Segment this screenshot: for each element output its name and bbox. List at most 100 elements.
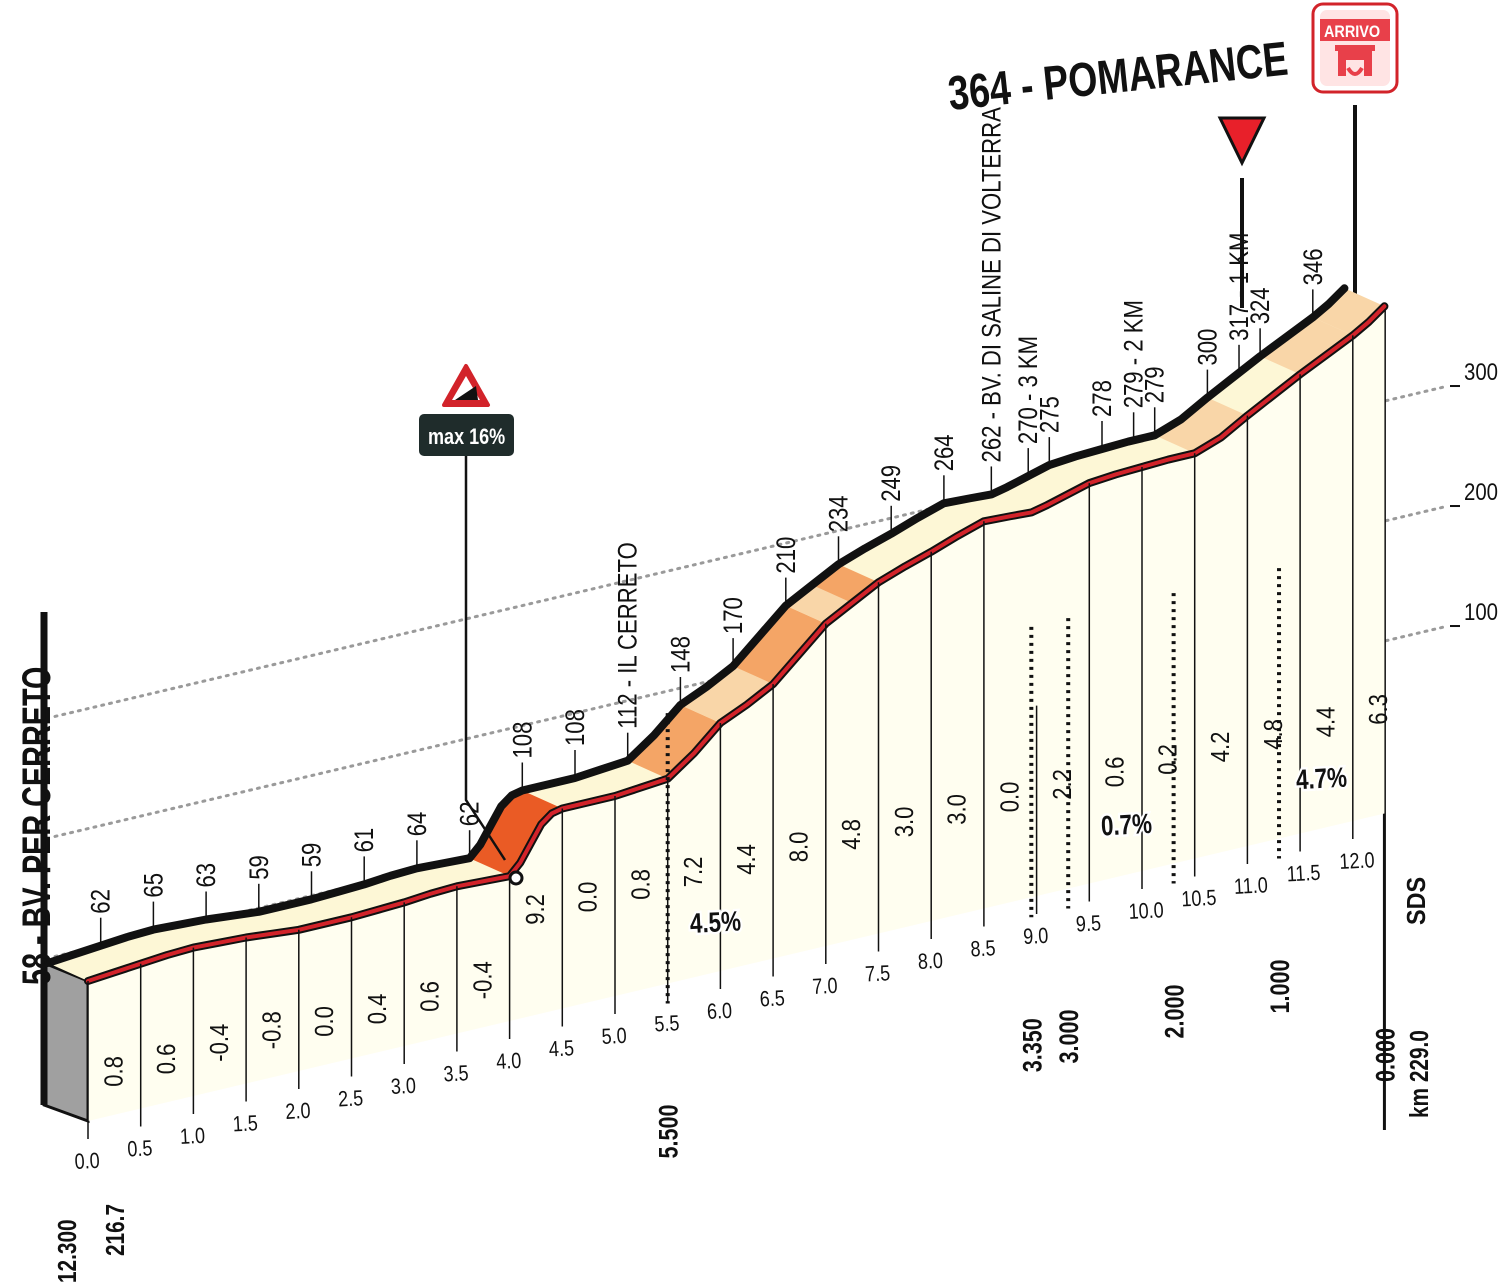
x-tick-label: 9.5 xyxy=(1075,912,1101,937)
x-tick-label: 11.5 xyxy=(1286,861,1321,887)
segment-gradient: 0.0 xyxy=(311,1006,340,1037)
km-to-go-labels: 5.500 3.350 3.000 2.000 1.000 0.000 xyxy=(655,959,1402,1158)
total-km-label: km 229.0 xyxy=(1405,1030,1434,1118)
elevation-label: 59 xyxy=(298,843,328,868)
segment-gradient: 0.8 xyxy=(100,1056,129,1087)
finish-badge: ARRIVO xyxy=(1311,2,1399,94)
elevation-label: 279 xyxy=(1141,366,1171,403)
x-tick-label: 10.5 xyxy=(1181,886,1217,912)
x-tick-label: 12.0 xyxy=(1339,849,1375,875)
average-gradient-label: 0.7% xyxy=(1100,809,1153,843)
steep-section-light xyxy=(1154,397,1248,454)
profile-ridge-line xyxy=(44,284,1349,967)
left-wall xyxy=(42,960,90,1124)
x-tick-label: 0.0 xyxy=(74,1149,100,1174)
x-tick-label: 2.5 xyxy=(338,1087,364,1112)
segment-gradient: 0.4 xyxy=(363,994,392,1025)
finish-badge-text: ARRIVO xyxy=(1324,23,1380,41)
start-km-to-go: 12.300 xyxy=(53,1219,82,1283)
elevation-label: 108 xyxy=(561,709,591,746)
max-gradient-badge: max 16% xyxy=(419,364,514,456)
km-to-go-label: 3.000 xyxy=(1055,1009,1085,1063)
elevation-label: 346 xyxy=(1299,248,1329,285)
segment-gradient: 0.6 xyxy=(1101,757,1130,788)
elevation-label: 234 xyxy=(825,495,855,532)
elevation-label: 210 xyxy=(772,537,802,574)
route-markers xyxy=(464,116,1267,886)
elevation-label: 264 xyxy=(930,434,960,471)
average-gradient-label: 4.7% xyxy=(1295,762,1348,796)
x-tick-label: 2.0 xyxy=(285,1099,311,1124)
x-tick-label: 5.0 xyxy=(601,1024,627,1049)
segment-gradient: 4.4 xyxy=(1312,707,1341,738)
elevation-label: 275 xyxy=(1035,396,1065,433)
max-gradient-point xyxy=(508,870,524,886)
elevation-label: 64 xyxy=(403,812,433,837)
steep-section-light xyxy=(1260,317,1353,375)
elevation-label: 300 xyxy=(1193,329,1223,366)
segment-gradient: -0.4 xyxy=(205,1024,234,1062)
max-gradient-pointer xyxy=(464,456,507,861)
km-divider-lines xyxy=(87,335,1354,1139)
y-tick-label: 300 xyxy=(1464,358,1498,385)
elevation-label: 63 xyxy=(192,863,222,888)
segment-gradient-labels: 0.8 0.6 -0.4 -0.8 0.0 0.4 0.6 -0.49.2 0.0 0.8 7.2 4… xyxy=(100,694,1394,1087)
right-elevation-axis: 100 200 300 xyxy=(1450,358,1498,628)
segment-gradient: 4.2 xyxy=(1206,732,1235,763)
km-to-go-label: 1.000 xyxy=(1266,959,1296,1013)
segment-gradient: 8.0 xyxy=(785,832,814,863)
km-to-go-label: 5.500 xyxy=(655,1104,685,1158)
x-axis-tick-labels: 0.0 0.5 1.0 1.5 2.0 2.5 3.0 3.5 4.0 4.5 5.0 5.5 6.0 6… xyxy=(74,849,1375,1175)
x-tick-label: 0.5 xyxy=(127,1137,153,1162)
elevation-label: 324 xyxy=(1246,287,1276,324)
max-gradient-text: max 16% xyxy=(428,425,505,449)
start-km-total: 216.7 xyxy=(101,1204,130,1256)
km-to-go-label: 3.350 xyxy=(1018,1018,1048,1072)
sds-label: SDS xyxy=(1403,877,1431,925)
average-gradient-labels: 4.5% 0.7% 4.7% xyxy=(687,760,1350,942)
x-tick-label: 4.0 xyxy=(496,1049,522,1074)
elevation-label: 170 xyxy=(719,597,749,634)
x-tick-label: 3.0 xyxy=(390,1074,416,1099)
segment-gradient: 4.8 xyxy=(838,819,867,850)
segment-gradient: 0.8 xyxy=(627,869,656,900)
steep-section-dark xyxy=(469,790,563,877)
segment-gradient: 6.3 xyxy=(1365,694,1394,725)
one-km-flag-icon xyxy=(1217,116,1267,167)
x-tick-label: 10.0 xyxy=(1128,899,1164,925)
km-to-go-label: 2.000 xyxy=(1160,984,1190,1038)
km-to-go-label: 0.000 xyxy=(1371,1028,1401,1082)
segment-gradient: -0.4 xyxy=(469,961,498,999)
segment-gradient: 0.0 xyxy=(996,782,1025,813)
elevation-label: 62 xyxy=(87,889,117,914)
segment-gradient: 9.2 xyxy=(521,894,550,925)
segment-gradient: -0.8 xyxy=(258,1011,287,1049)
elevation-label: 61 xyxy=(350,828,380,853)
average-gradient-label: 4.5% xyxy=(689,906,742,940)
x-tick-label: 9.0 xyxy=(1023,924,1049,949)
x-tick-label: 8.0 xyxy=(917,949,943,974)
y-tick-label: 100 xyxy=(1464,598,1498,625)
x-tick-label: 4.5 xyxy=(548,1037,574,1062)
segment-gradient: 0.0 xyxy=(574,882,603,913)
elevation-label: 59 xyxy=(245,855,275,880)
elevation-label: 112 - IL CERRETO xyxy=(614,542,644,728)
steep-section-mid xyxy=(627,705,721,779)
segment-gradient: 4.4 xyxy=(732,844,761,875)
segment-gradient: 4.8 xyxy=(1259,719,1288,750)
elevation-label: 278 xyxy=(1088,380,1118,417)
segment-gradient: 7.2 xyxy=(679,857,708,888)
x-tick-label: 6.0 xyxy=(706,999,732,1024)
start-location-label: 58 - BV. PER CERRETO xyxy=(14,667,59,985)
segment-gradient: 0.2 xyxy=(1154,744,1183,775)
segment-gradient: 3.0 xyxy=(943,794,972,825)
elevation-label: 65 xyxy=(139,873,169,898)
finish-arch-icon xyxy=(1338,50,1372,76)
steep-section-light xyxy=(680,666,774,723)
steep-section-mid xyxy=(733,605,826,685)
x-tick-label: 1.5 xyxy=(232,1112,258,1137)
elevation-label: 262 - BV. DI SALINE DI VOLTERRA xyxy=(977,107,1007,463)
x-tick-label: 8.5 xyxy=(970,937,996,962)
